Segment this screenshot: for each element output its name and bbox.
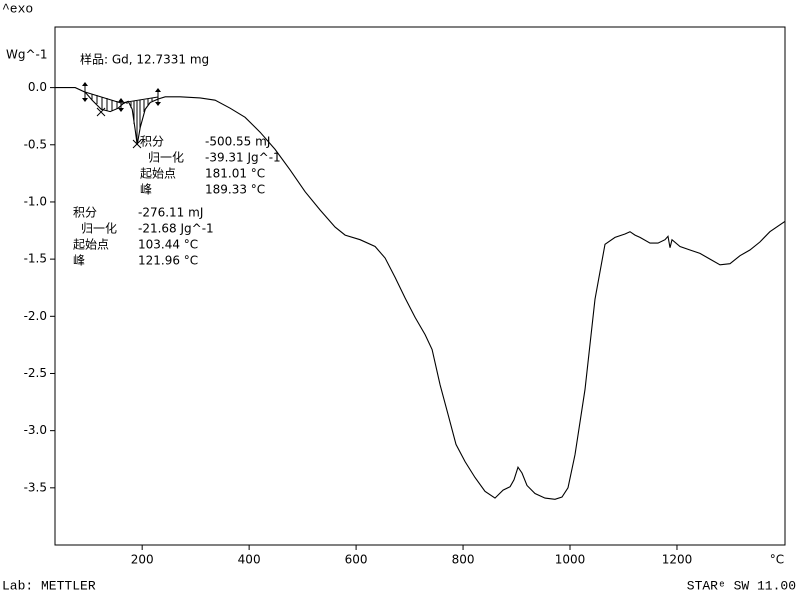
annotation-label: 积分 bbox=[73, 206, 97, 220]
y-tick-label: -3.5 bbox=[24, 480, 47, 494]
footer-left: Lab: METTLER bbox=[2, 578, 96, 593]
annotation-label: 起始点 bbox=[73, 238, 109, 252]
annotation-label: 峰 bbox=[73, 254, 85, 268]
x-tick-label: 800 bbox=[452, 553, 475, 567]
annotation-value: 121.96 °C bbox=[138, 254, 198, 268]
x-axis-label: °C bbox=[770, 553, 784, 567]
y-tick-label: -1.0 bbox=[24, 194, 47, 208]
annotation-value: -21.68 Jg^-1 bbox=[138, 222, 214, 236]
footer-right: STARᵉ SW 11.00 bbox=[687, 578, 796, 593]
dsc-curve bbox=[55, 87, 786, 500]
exo-label: ^exo bbox=[2, 1, 33, 16]
annotation-label: 归一化 bbox=[81, 222, 117, 236]
x-tick-label: 200 bbox=[131, 553, 154, 567]
y-tick-label: -2.0 bbox=[24, 309, 47, 323]
sample-label: 样品: Gd, 12.7331 mg bbox=[80, 52, 209, 67]
x-tick-label: 400 bbox=[238, 553, 261, 567]
annotation-value: 103.44 °C bbox=[138, 238, 198, 252]
annotation-label: 起始点 bbox=[140, 167, 176, 181]
annotation-value: 181.01 °C bbox=[205, 167, 265, 181]
y-tick-label: -1.5 bbox=[24, 252, 47, 266]
annotation-value: 189.33 °C bbox=[205, 183, 265, 197]
y-tick-label: 0.0 bbox=[28, 80, 47, 94]
plot-frame bbox=[54, 26, 786, 546]
annotation-label: 峰 bbox=[140, 183, 152, 197]
annotation-value: -500.55 mJ bbox=[205, 135, 270, 149]
annotation-label: 归一化 bbox=[148, 151, 184, 165]
y-tick-label: -2.5 bbox=[24, 366, 47, 380]
annotation-value: -39.31 Jg^-1 bbox=[205, 151, 281, 165]
annotation-label: 积分 bbox=[140, 135, 164, 149]
x-tick-label: 1000 bbox=[555, 553, 586, 567]
y-axis-label: Wg^-1 bbox=[6, 48, 48, 62]
integration-markup bbox=[84, 84, 159, 149]
x-tick-label: 1200 bbox=[662, 553, 693, 567]
y-tick-label: -0.5 bbox=[24, 137, 47, 151]
y-tick-label: -3.0 bbox=[24, 423, 47, 437]
annotation-value: -276.11 mJ bbox=[138, 206, 203, 220]
x-tick-label: 600 bbox=[345, 553, 368, 567]
